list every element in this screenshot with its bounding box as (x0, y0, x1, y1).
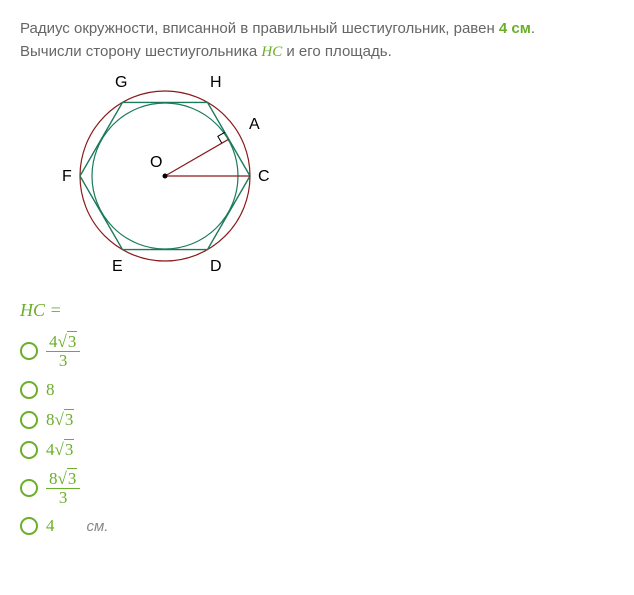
svg-text:C: C (258, 168, 270, 185)
radio-icon[interactable] (20, 381, 38, 399)
svg-text:E: E (112, 258, 123, 275)
text-line1-post: . (531, 20, 535, 37)
option-1[interactable]: 8 (20, 380, 614, 400)
radio-icon[interactable] (20, 342, 38, 360)
radius-value: 4 см (499, 20, 531, 37)
svg-text:O: O (150, 154, 162, 171)
option-label: 43 (46, 440, 74, 460)
svg-text:A: A (249, 116, 260, 133)
hexagon-diagram: G H A C D E F O (50, 71, 614, 280)
problem-statement: Радиус окружности, вписанной в правильны… (20, 18, 614, 63)
side-variable: HC (261, 44, 282, 60)
option-5[interactable]: 4 см. (20, 516, 614, 536)
text-line2-pre: Вычисли сторону шестиугольника (20, 43, 261, 60)
option-label: 833 (46, 470, 80, 507)
option-label: 8 (46, 380, 55, 400)
text-line1-pre: Радиус окружности, вписанной в правильны… (20, 20, 499, 37)
option-0[interactable]: 433 (20, 333, 614, 370)
svg-text:H: H (210, 74, 222, 91)
text-line2-post: и его площадь. (282, 43, 392, 60)
option-label: 433 (46, 333, 80, 370)
option-2[interactable]: 83 (20, 410, 614, 430)
option-label: 83 (46, 410, 74, 430)
radio-icon[interactable] (20, 517, 38, 535)
option-3[interactable]: 43 (20, 440, 614, 460)
radio-icon[interactable] (20, 441, 38, 459)
diagram-svg: G H A C D E F O (50, 71, 280, 276)
svg-text:D: D (210, 258, 222, 275)
option-label: 4 (46, 516, 55, 536)
svg-text:G: G (115, 74, 127, 91)
unit-label: см. (87, 518, 109, 535)
radio-icon[interactable] (20, 411, 38, 429)
svg-text:F: F (62, 168, 72, 185)
options-group: 433 8 83 43 833 4 см. (20, 333, 614, 536)
radio-icon[interactable] (20, 479, 38, 497)
option-4[interactable]: 833 (20, 470, 614, 507)
hc-prompt: HC = (20, 300, 614, 321)
